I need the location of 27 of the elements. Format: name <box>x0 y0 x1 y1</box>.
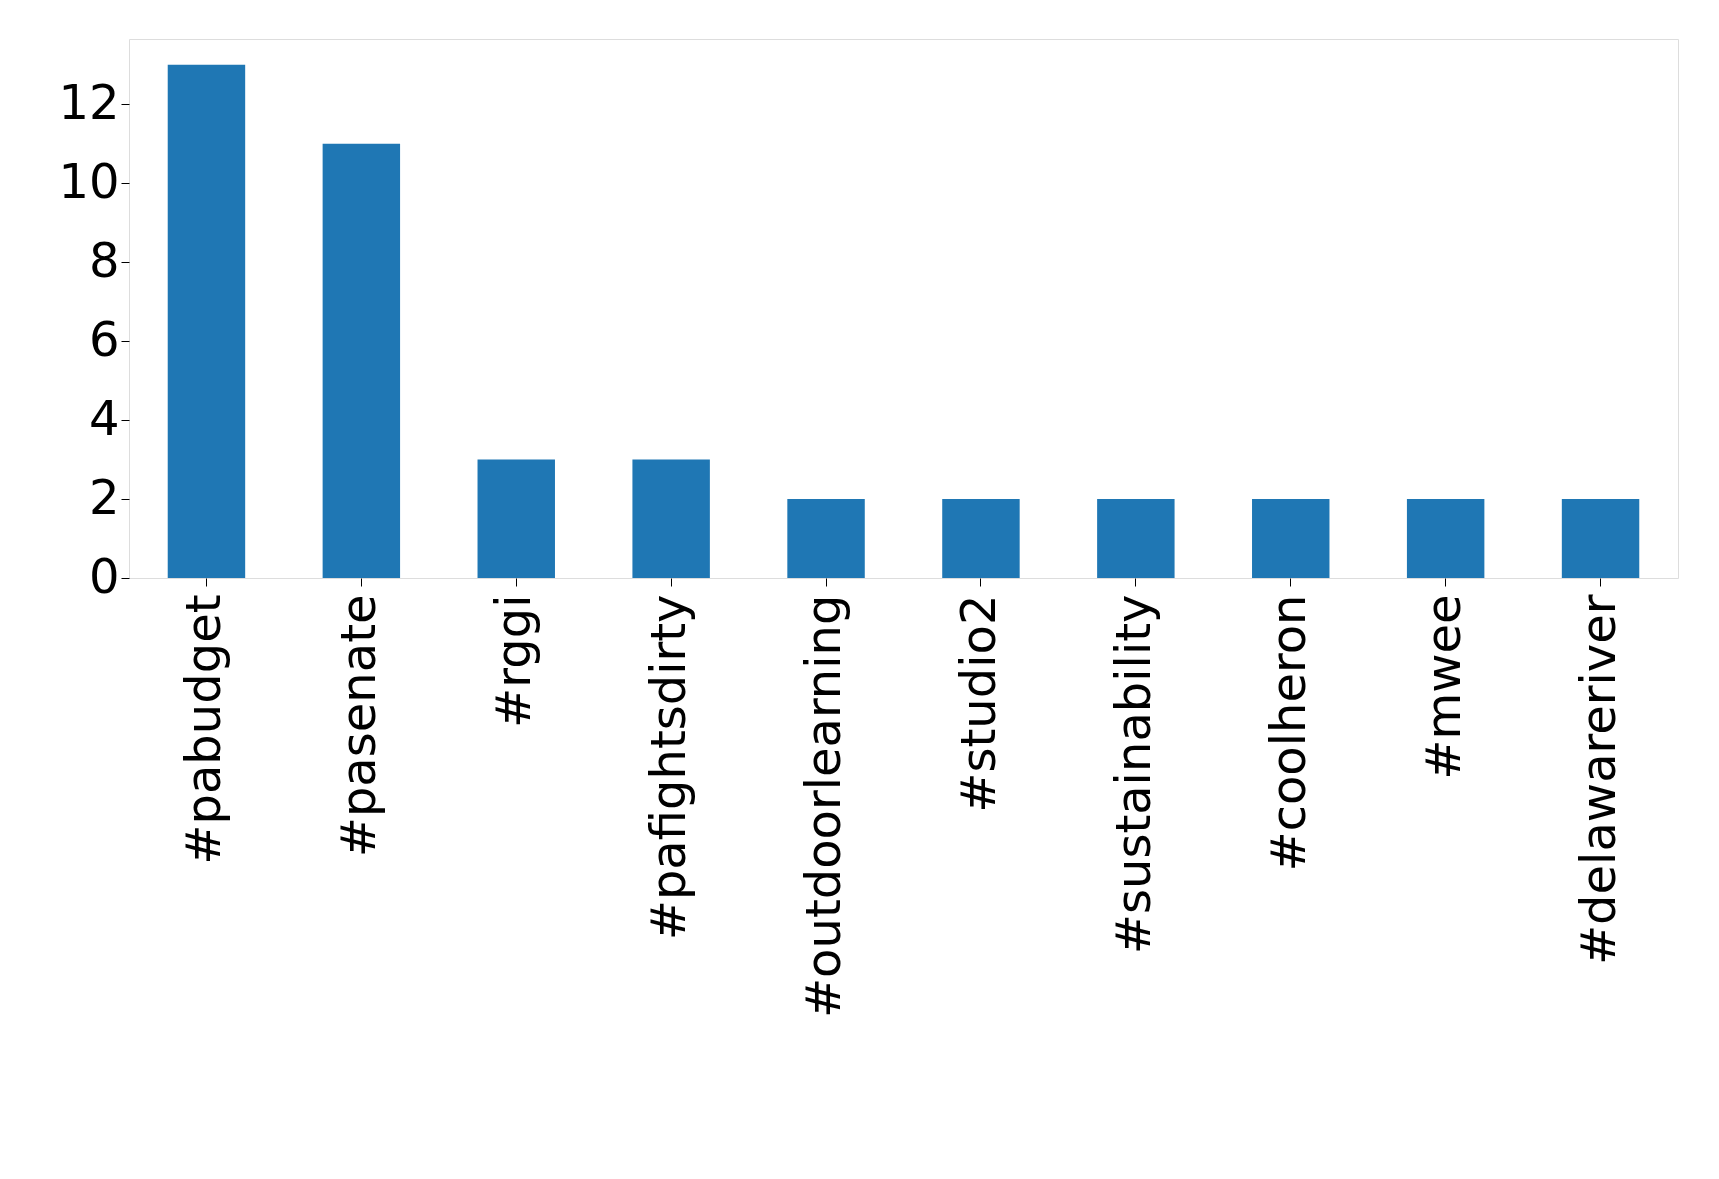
bar <box>632 459 710 578</box>
x-tick-label: #sustainability <box>1104 594 1161 955</box>
bar <box>477 459 555 578</box>
y-tick-label: 8 <box>88 231 120 288</box>
y-tick-label: 4 <box>88 389 120 446</box>
y-tick-label: 12 <box>58 73 120 130</box>
y-tick-label: 10 <box>58 152 120 209</box>
bar <box>1252 499 1330 578</box>
x-tick-label: #delawareriver <box>1569 594 1626 966</box>
bar <box>942 499 1020 578</box>
x-tick-label: #pasenate <box>330 594 387 858</box>
bar <box>167 64 246 578</box>
x-tick-label: #pafightsdirty <box>640 594 697 941</box>
bar <box>1406 499 1485 578</box>
x-tick-label: #rggi <box>485 594 542 728</box>
x-tick-label: #coolheron <box>1259 594 1316 872</box>
bar <box>787 499 865 578</box>
x-tick-label: #outdoorlearning <box>795 594 852 1019</box>
bar <box>1561 499 1640 578</box>
y-tick-label: 2 <box>88 468 120 525</box>
bar <box>322 143 401 578</box>
x-tick-label: #studio2 <box>949 594 1006 813</box>
bar <box>1097 499 1175 578</box>
x-tick-label: #pabudget <box>175 594 232 865</box>
x-tick-label: #mwee <box>1414 594 1471 780</box>
y-tick-label: 0 <box>88 547 120 604</box>
y-tick-label: 6 <box>88 310 120 367</box>
